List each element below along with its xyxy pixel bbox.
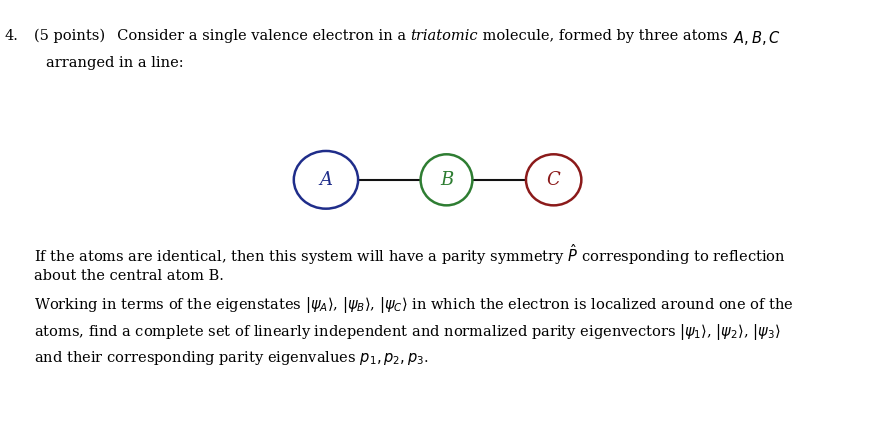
- Ellipse shape: [526, 155, 581, 206]
- Text: triatomic: triatomic: [411, 29, 479, 43]
- Text: molecule, formed by three atoms: molecule, formed by three atoms: [479, 29, 732, 43]
- Text: and their corresponding parity eigenvalues $p_1, p_2, p_3$.: and their corresponding parity eigenvalu…: [34, 349, 429, 367]
- Text: If the atoms are identical, then this system will have a parity symmetry $\hat{P: If the atoms are identical, then this sy…: [34, 242, 786, 267]
- Text: Working in terms of the eigenstates $|\psi_A\rangle$, $|\psi_B\rangle$, $|\psi_C: Working in terms of the eigenstates $|\p…: [34, 295, 794, 315]
- Text: C: C: [547, 171, 561, 189]
- Ellipse shape: [421, 155, 472, 206]
- Text: atoms, find a complete set of linearly independent and normalized parity eigenve: atoms, find a complete set of linearly i…: [34, 322, 780, 342]
- Text: about the central atom B.: about the central atom B.: [34, 269, 224, 283]
- Text: (5 points)  Consider a single valence electron in a: (5 points) Consider a single valence ele…: [34, 29, 411, 43]
- Text: 4.: 4.: [4, 29, 19, 43]
- Text: A: A: [320, 171, 332, 189]
- Text: arranged in a line:: arranged in a line:: [46, 56, 183, 70]
- Text: B: B: [440, 171, 453, 189]
- Ellipse shape: [294, 151, 358, 209]
- Text: $A, B, C$: $A, B, C$: [732, 29, 780, 47]
